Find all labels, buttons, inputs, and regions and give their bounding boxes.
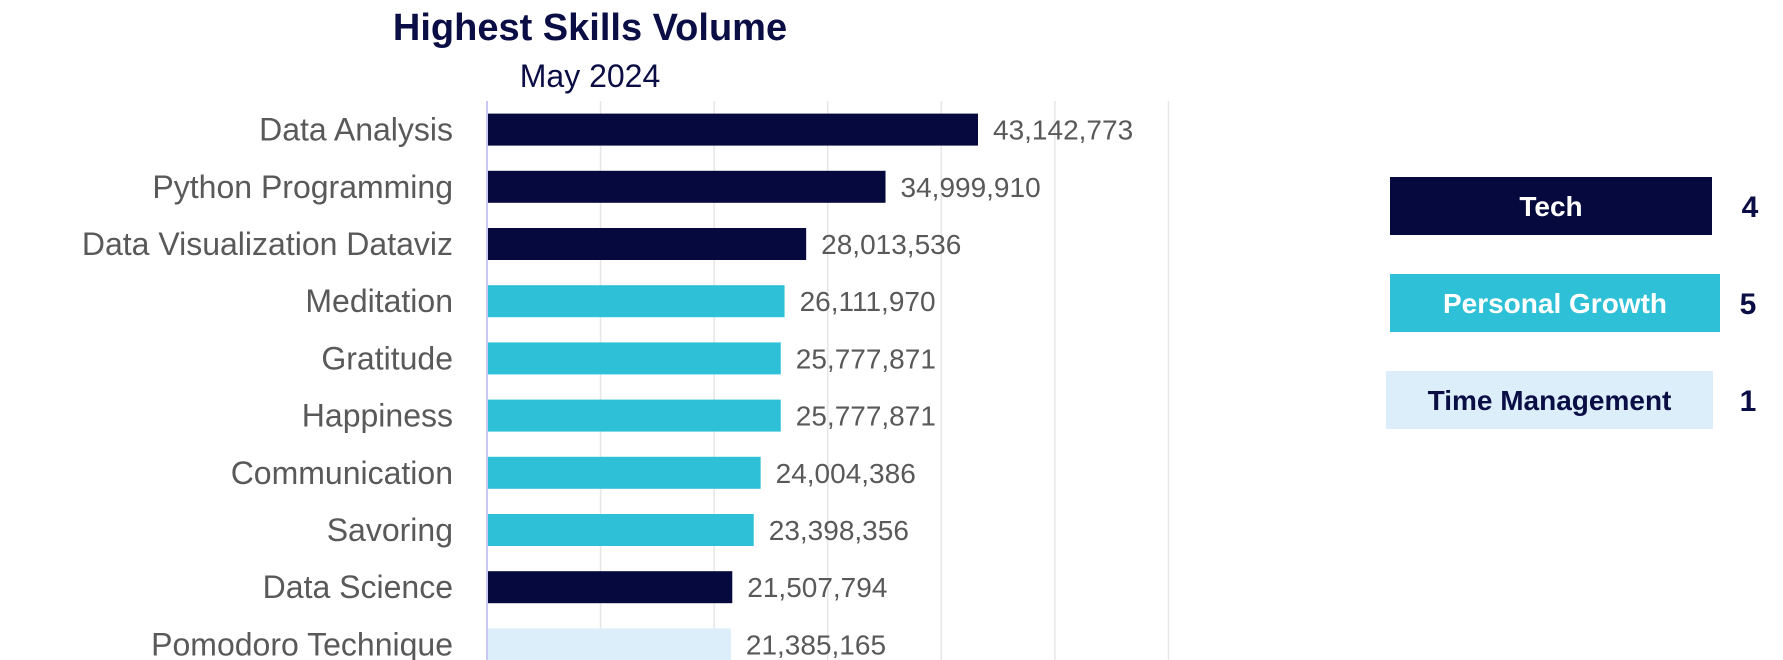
bar [488, 628, 731, 660]
legend-count: 5 [1740, 288, 1757, 321]
legend-label: Personal Growth [1443, 288, 1667, 319]
category-label: Happiness [302, 398, 453, 434]
category-label: Meditation [305, 283, 453, 319]
category-label: Data Science [263, 569, 453, 605]
data-label: 21,507,794 [747, 572, 887, 603]
data-label: 23,398,356 [769, 515, 909, 546]
data-label: 34,999,910 [901, 172, 1041, 203]
legend-count: 4 [1742, 191, 1759, 224]
bar [488, 571, 733, 604]
legend-swatch [1386, 371, 1713, 429]
bar [488, 514, 754, 546]
bar [488, 456, 761, 489]
legend-swatch [1390, 177, 1712, 235]
data-label: 21,385,165 [746, 629, 886, 660]
data-label: 26,111,970 [800, 286, 936, 317]
legend-swatch [1390, 274, 1720, 332]
data-label: 24,004,386 [776, 458, 916, 489]
bar [488, 285, 785, 318]
legend: Tech 4 Personal Growth 5 Time Management 1 [1386, 177, 1759, 429]
data-label: 43,142,773 [993, 115, 1133, 146]
bar [488, 228, 807, 260]
bars-layer: Data Analysis 43,142,773 Python Programmin… [82, 112, 1133, 660]
bar [488, 113, 978, 146]
chart-subtitle: May 2024 [520, 58, 661, 94]
data-label: 25,777,871 [796, 343, 936, 374]
bar [488, 170, 886, 203]
legend-label: Tech [1519, 191, 1582, 222]
data-label: 25,777,871 [796, 401, 936, 432]
category-label: Python Programming [152, 169, 453, 205]
bar [488, 399, 781, 432]
legend-count: 1 [1740, 385, 1757, 418]
bar [488, 342, 781, 375]
chart-title: Highest Skills Volume [393, 7, 787, 49]
category-label: Data Analysis [259, 112, 453, 148]
category-label: Savoring [327, 512, 453, 548]
category-label: Gratitude [321, 340, 453, 376]
legend-label: Time Management [1428, 385, 1672, 416]
category-label: Pomodoro Technique [151, 626, 453, 660]
category-label: Communication [231, 455, 453, 491]
data-label: 28,013,536 [821, 229, 961, 260]
category-label: Data Visualization Dataviz [82, 226, 453, 262]
